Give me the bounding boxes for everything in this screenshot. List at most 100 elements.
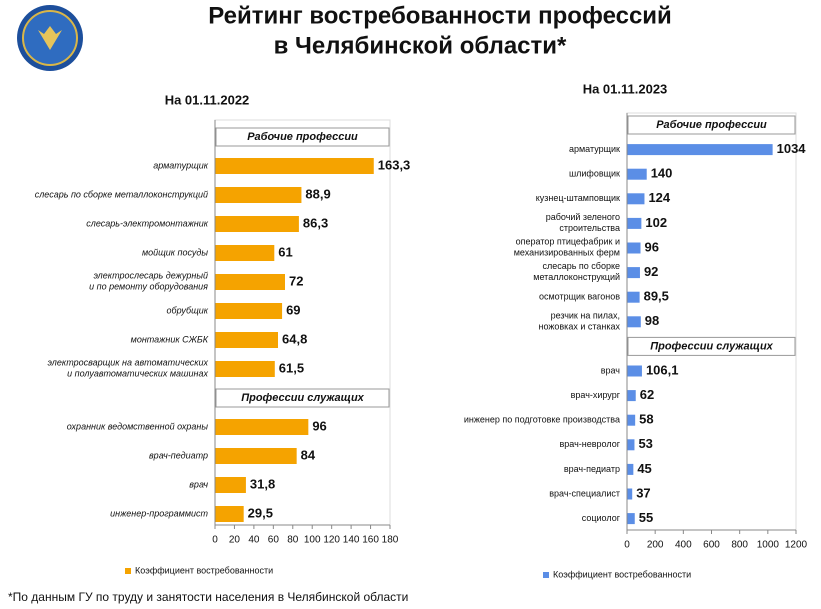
category-label: охранник ведомственной охраны	[67, 421, 209, 431]
x-tick-label: 600	[703, 540, 720, 551]
x-tick-label: 0	[624, 540, 630, 551]
x-tick-label: 100	[304, 535, 321, 546]
legend-label: Коэффициент востребованности	[553, 569, 691, 579]
bar	[215, 477, 246, 493]
chart-subtitle: На 01.11.2023	[583, 81, 668, 96]
section-header-box	[627, 336, 796, 356]
value-label: 45	[637, 461, 651, 476]
bar	[627, 316, 641, 328]
x-tick-label: 40	[248, 535, 260, 546]
value-label: 29,5	[248, 505, 273, 520]
category-label: слесарь по сборке металлоконструкций	[35, 189, 208, 199]
category-label: инженер-программист	[110, 508, 208, 518]
x-tick-label: 180	[382, 535, 399, 546]
category-label: шлифовщик	[569, 169, 620, 179]
value-label: 1034	[777, 141, 807, 156]
category-label: осмотрщик вагонов	[539, 292, 620, 302]
bar	[627, 267, 640, 279]
footnote: *По данным ГУ по труду и занятости насел…	[8, 590, 408, 604]
bar	[627, 463, 634, 475]
value-label: 69	[286, 302, 300, 317]
x-tick-label: 80	[287, 535, 299, 546]
category-label: монтажник СЖБК	[131, 334, 209, 344]
value-label: 96	[312, 418, 326, 433]
bar	[215, 506, 244, 522]
category-label: электрослесарь дежурный и по ремонту обор…	[89, 271, 208, 292]
category-label: врач	[189, 479, 208, 489]
bar	[627, 217, 642, 229]
bar	[627, 144, 773, 156]
bar	[215, 361, 275, 377]
value-label: 106,1	[646, 362, 679, 377]
value-label: 88,9	[305, 186, 330, 201]
bar	[215, 448, 297, 464]
value-label: 102	[645, 215, 667, 230]
bar	[215, 332, 278, 348]
bar	[215, 303, 283, 319]
value-label: 89,5	[644, 289, 669, 304]
category-label: слесарь-электромонтажник	[86, 218, 208, 228]
value-label: 37	[636, 485, 650, 500]
bar	[627, 365, 642, 377]
emblem-eagle	[38, 26, 62, 50]
bar	[627, 439, 635, 451]
bar	[627, 193, 645, 205]
value-label: 62	[640, 387, 654, 402]
title-line: в Челябинской области*	[274, 32, 567, 59]
section-header: Рабочие профессии	[247, 131, 358, 143]
plot-area	[214, 119, 391, 526]
category-label: резчик на пилах, ножовках и станках	[539, 311, 621, 332]
bar	[627, 242, 641, 254]
category-label: врач-невролог	[560, 439, 621, 449]
value-label: 98	[645, 313, 659, 328]
value-label: 163,3	[378, 157, 411, 172]
category-label: врач-педиатр	[564, 464, 620, 474]
x-tick-label: 120	[323, 535, 340, 546]
bar	[215, 216, 299, 232]
plot-area	[626, 112, 797, 531]
value-label: 124	[648, 190, 670, 205]
category-label: арматурщик	[569, 144, 620, 154]
x-tick-label: 1000	[757, 540, 780, 551]
category-label: врач-педиатр	[149, 450, 208, 460]
value-label: 72	[289, 273, 303, 288]
bar	[627, 513, 635, 525]
category-label: оператор птицефабрик и механизированных ф…	[514, 237, 620, 258]
value-label: 92	[644, 264, 658, 279]
legend-swatch	[543, 572, 549, 578]
value-label: 53	[638, 436, 652, 451]
value-label: 61,5	[279, 360, 304, 375]
legend-swatch	[125, 568, 131, 574]
value-label: 84	[301, 447, 316, 462]
value-label: 140	[651, 166, 673, 181]
x-tick-label: 20	[229, 535, 241, 546]
x-tick-label: 1200	[785, 540, 808, 551]
x-tick-label: 400	[675, 540, 692, 551]
section-header-box	[215, 127, 390, 147]
bar	[215, 158, 374, 174]
x-tick-label: 160	[362, 535, 379, 546]
category-label: мойщик посуды	[142, 247, 208, 257]
value-label: 58	[639, 412, 653, 427]
bar	[627, 414, 636, 426]
x-tick-label: 200	[647, 540, 664, 551]
value-label: 96	[645, 239, 659, 254]
legend-label: Коэффициент востребованности	[135, 565, 273, 575]
category-label: врач-специалист	[549, 488, 620, 498]
emblem	[17, 5, 83, 71]
section-header: Профессии служащих	[241, 392, 364, 404]
category-label: кузнец-штамповщик	[536, 193, 620, 203]
x-tick-label: 140	[343, 535, 360, 546]
section-header: Рабочие профессии	[656, 119, 767, 131]
category-label: врач-хирург	[571, 390, 621, 400]
bar	[627, 390, 636, 402]
value-label: 64,8	[282, 331, 307, 346]
x-tick-label: 0	[212, 535, 218, 546]
x-tick-label: 800	[731, 540, 748, 551]
category-label: электросварщик на автоматических и полуав…	[48, 358, 209, 379]
category-label: рабочий зеленого строительства	[546, 212, 620, 233]
bar	[215, 245, 275, 261]
category-label: врач	[601, 365, 621, 375]
